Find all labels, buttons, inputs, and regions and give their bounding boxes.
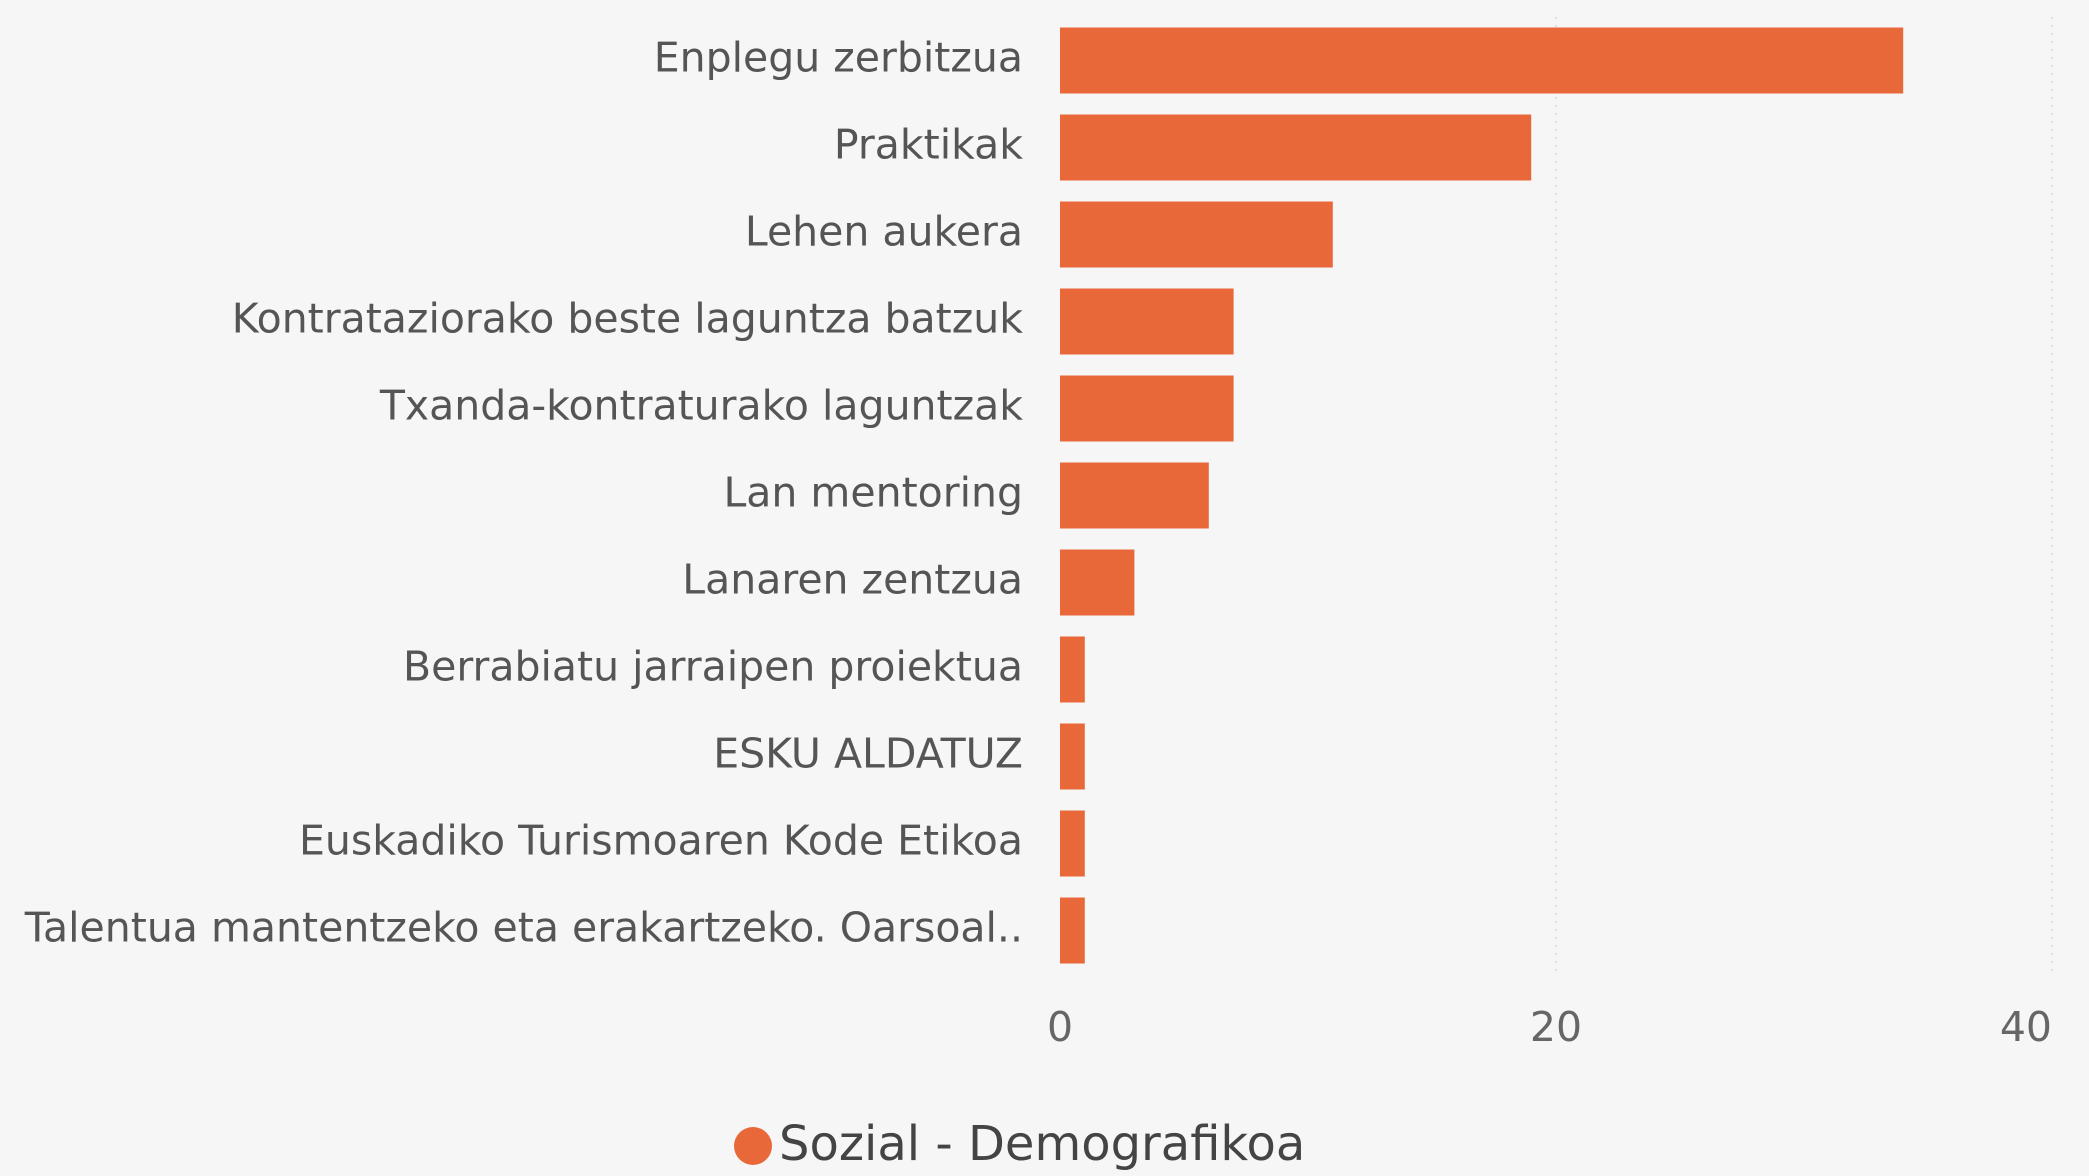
- bar: [1060, 636, 1085, 703]
- x-tick-label: 40: [2000, 1003, 2052, 1051]
- y-tick-label: Lehen aukera: [745, 208, 1023, 256]
- y-tick-label: Enplegu zerbitzua: [654, 34, 1023, 82]
- bar: [1060, 201, 1333, 268]
- bar: [1060, 462, 1209, 529]
- y-tick-label: Txanda-kontraturako laguntzak: [379, 382, 1023, 430]
- bar: [1060, 549, 1135, 616]
- y-tick-label: Euskadiko Turismoaren Kode Etikoa: [299, 817, 1023, 865]
- bar: [1060, 375, 1234, 442]
- bar: [1060, 810, 1085, 877]
- y-tick-label: Lanaren zentzua: [682, 556, 1023, 604]
- x-tick-label: 0: [1047, 1003, 1073, 1051]
- y-tick-label: Kontrataziorako beste laguntza batzuk: [232, 295, 1023, 343]
- legend-label: Sozial - Demografikoa: [779, 1116, 1305, 1172]
- bar: [1060, 723, 1085, 790]
- y-tick-label: Lan mentoring: [723, 469, 1023, 517]
- bar: [1060, 114, 1532, 181]
- x-tick-label: 20: [1530, 1003, 1582, 1051]
- y-tick-label: Praktikak: [834, 121, 1023, 169]
- bar: [1060, 288, 1234, 355]
- legend-marker: [734, 1127, 772, 1165]
- y-tick-label: Berrabiatu jarraipen proiektua: [403, 643, 1023, 691]
- bar: [1060, 897, 1085, 964]
- bar: [1060, 27, 1904, 94]
- y-tick-label: ESKU ALDATUZ: [713, 730, 1023, 778]
- y-tick-label: Talentua mantentzeko eta erakartzeko. Oa…: [24, 904, 1023, 952]
